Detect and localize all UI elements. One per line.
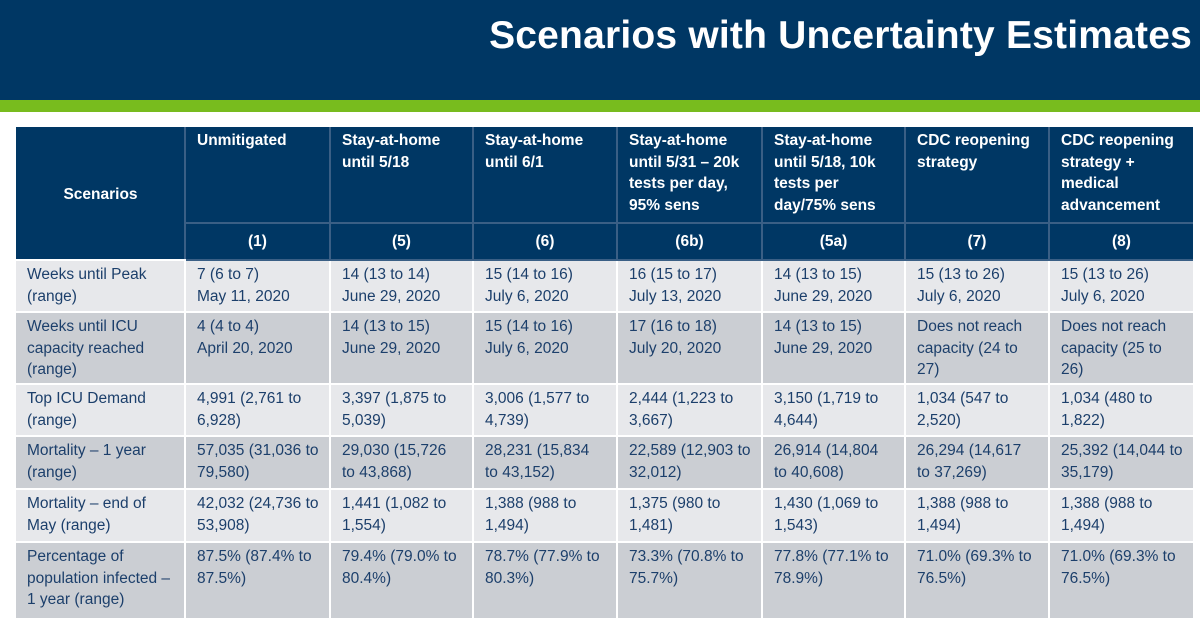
table-cell: 73.3% (70.8% to 75.7%) [616,541,763,620]
table-cell: 28,231 (15,834 to 43,152) [472,435,618,490]
table-cell: 14 (13 to 15) June 29, 2020 [761,259,906,313]
scenario-code: (1) [184,223,331,261]
table-cell: 1,375 (980 to 1,481) [616,488,763,543]
table-cell: 1,034 (480 to 1,822) [1048,383,1193,437]
table-cell: 22,589 (12,903 to 32,012) [616,435,763,490]
table-cell: 2,444 (1,223 to 3,667) [616,383,763,437]
table-cell: 78.7% (77.9% to 80.3%) [472,541,618,620]
table-cell: 71.0% (69.3% to 76.5%) [1048,541,1193,620]
table-cell: 14 (13 to 15) June 29, 2020 [329,311,474,385]
table-cell: 26,294 (14,617 to 37,269) [904,435,1050,490]
table-row: Percentage of population infected – 1 ye… [16,541,1193,620]
table-cell: Does not reach capacity (25 to 26) [1048,311,1193,385]
table-cell: 77.8% (77.1% to 78.9%) [761,541,906,620]
scenario-code: (5a) [761,223,906,261]
column-header: CDC reopening strategy + medical advance… [1048,127,1193,224]
table-row: Weeks until Peak (range) 7 (6 to 7) May 1… [16,259,1193,313]
table-cell: 1,441 (1,082 to 1,554) [329,488,474,543]
table-cell: 3,397 (1,875 to 5,039) [329,383,474,437]
row-label: Mortality – 1 year (range) [16,435,186,490]
table-cell: 1,388 (988 to 1,494) [904,488,1050,543]
table-cell: 29,030 (15,726 to 43,868) [329,435,474,490]
table-cell: 42,032 (24,736 to 53,908) [184,488,331,543]
table-cell: 57,035 (31,036 to 79,580) [184,435,331,490]
table-cell: 14 (13 to 14) June 29, 2020 [329,259,474,313]
scenarios-table: Scenarios Unmitigated Stay-at-home until … [16,127,1193,620]
scenario-code: (5) [329,223,474,261]
table-row: Top ICU Demand (range) 4,991 (2,761 to 6,… [16,383,1193,437]
scenario-code: (6) [472,223,618,261]
table-cell: 4,991 (2,761 to 6,928) [184,383,331,437]
table-cell: 16 (15 to 17) July 13, 2020 [616,259,763,313]
accent-stripe [0,100,1200,112]
row-label: Mortality – end of May (range) [16,488,186,543]
column-header: Stay-at-home until 5/18 [329,127,474,224]
column-header: Stay-at-home until 5/18, 10k tests per d… [761,127,906,224]
table-cell: 15 (13 to 26) July 6, 2020 [904,259,1050,313]
column-header: Stay-at-home until 5/31 – 20k tests per … [616,127,763,224]
table-row: Mortality – end of May (range) 42,032 (24… [16,488,1193,543]
table-cell: 15 (14 to 16) July 6, 2020 [472,311,618,385]
table-cell: 25,392 (14,044 to 35,179) [1048,435,1193,490]
table-cell: 79.4% (79.0% to 80.4%) [329,541,474,620]
table-cell: 1,430 (1,069 to 1,543) [761,488,906,543]
column-header: Stay-at-home until 6/1 [472,127,618,224]
table-row: Mortality – 1 year (range) 57,035 (31,036… [16,435,1193,490]
slide-title: Scenarios with Uncertainty Estimates [489,14,1192,57]
table-cell: 3,150 (1,719 to 4,644) [761,383,906,437]
scenario-code: (6b) [616,223,763,261]
table-cell: 15 (13 to 26) July 6, 2020 [1048,259,1193,313]
table-cell: 1,388 (988 to 1,494) [1048,488,1193,543]
table-cell: 1,388 (988 to 1,494) [472,488,618,543]
row-label: Percentage of population infected – 1 ye… [16,541,186,620]
table-cell: 4 (4 to 4) April 20, 2020 [184,311,331,385]
table-cell: 3,006 (1,577 to 4,739) [472,383,618,437]
table-cell: 26,914 (14,804 to 40,608) [761,435,906,490]
title-banner [0,0,1200,100]
column-header: CDC reopening strategy [904,127,1050,224]
table-cell: 87.5% (87.4% to 87.5%) [184,541,331,620]
table-cell: 15 (14 to 16) July 6, 2020 [472,259,618,313]
row-label: Weeks until ICU capacity reached (range) [16,311,186,385]
table-cell: 1,034 (547 to 2,520) [904,383,1050,437]
table-cell: 14 (13 to 15) June 29, 2020 [761,311,906,385]
row-label: Weeks until Peak (range) [16,259,186,313]
column-header: Unmitigated [184,127,331,224]
table-cell: Does not reach capacity (24 to 27) [904,311,1050,385]
table-row: Weeks until ICU capacity reached (range)… [16,311,1193,385]
row-label: Top ICU Demand (range) [16,383,186,437]
corner-header: Scenarios [16,127,186,261]
table-cell: 7 (6 to 7) May 11, 2020 [184,259,331,313]
table-cell: 71.0% (69.3% to 76.5%) [904,541,1050,620]
scenario-code: (8) [1048,223,1193,261]
table-cell: 17 (16 to 18) July 20, 2020 [616,311,763,385]
scenario-code: (7) [904,223,1050,261]
